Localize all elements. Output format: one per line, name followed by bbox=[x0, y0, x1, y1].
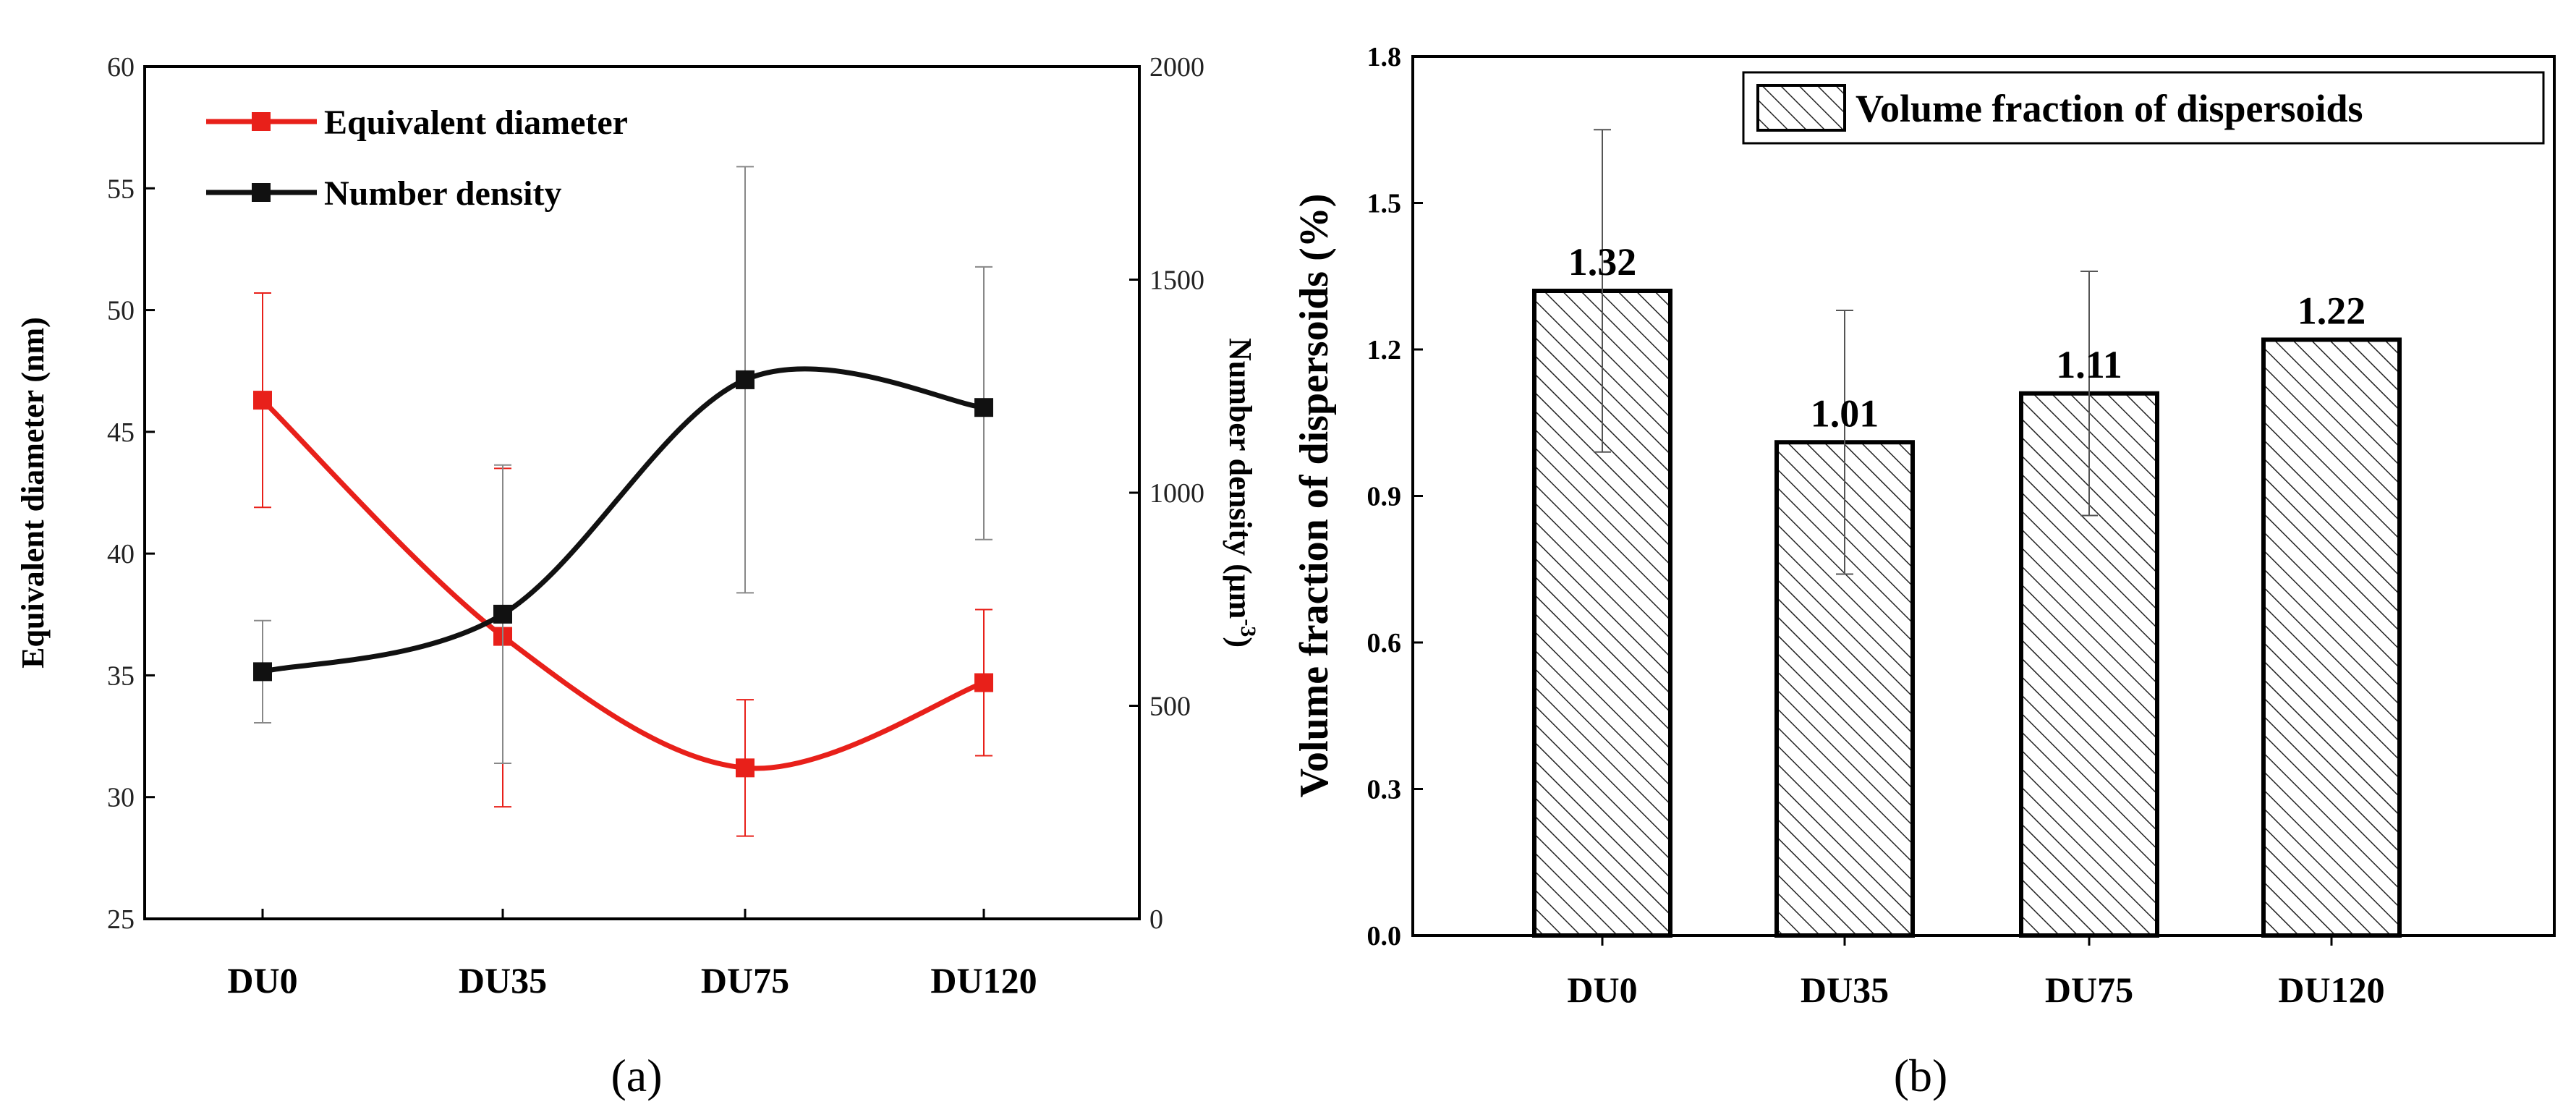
panel-b-y-tick-label: 0.0 bbox=[1367, 921, 1402, 951]
panel-b-y-tick-label: 0.3 bbox=[1367, 775, 1402, 805]
panel-a-x-tick-label: DU75 bbox=[701, 960, 789, 1001]
panel-a-x-tick-label: DU35 bbox=[459, 960, 547, 1001]
equivalent-diameter-point bbox=[974, 673, 993, 692]
volume-fraction-value-label: 1.11 bbox=[2056, 343, 2122, 386]
volume-fraction-value-label: 1.32 bbox=[1568, 240, 1637, 284]
panel-a-y2-axis-label: Number density (μm-3) bbox=[1223, 338, 1261, 648]
panel-b-x-tick-label: DU0 bbox=[1567, 970, 1637, 1010]
panel-a-y-tick-label: 60 bbox=[107, 52, 135, 82]
volume-fraction-value-label: 1.01 bbox=[1811, 391, 1879, 435]
equivalent-diameter-point bbox=[736, 758, 754, 778]
legend-label-volume-fraction: Volume fraction of dispersoids bbox=[1856, 87, 2363, 130]
panel-a-y-axis-label: Equivalent diameter (nm) bbox=[15, 317, 51, 669]
volume-fraction-value-label: 1.22 bbox=[2297, 289, 2366, 333]
panel-b-legend: Volume fraction of dispersoids bbox=[1742, 71, 2545, 145]
panel-a-y2-tick-label: 1500 bbox=[1149, 266, 1204, 296]
panel-a-x-tick-label: DU0 bbox=[227, 960, 297, 1001]
panel-b-label: (b) bbox=[1894, 1050, 1948, 1101]
panel-b-y-tick-label: 1.8 bbox=[1367, 42, 1402, 72]
panel-b-y-tick-label: 1.2 bbox=[1367, 335, 1402, 365]
panel-b-x-tick-label: DU75 bbox=[2045, 970, 2133, 1010]
panel-a-y-tick-label: 30 bbox=[107, 783, 135, 813]
number-density-point bbox=[253, 662, 272, 682]
panel-b-legend-frame bbox=[1742, 71, 2545, 145]
panel-a-legend: Equivalent diameter Number density bbox=[206, 103, 628, 213]
number-density-point bbox=[493, 604, 512, 624]
number-density-point bbox=[736, 370, 754, 389]
panel-a-y-tick-label: 45 bbox=[107, 417, 135, 448]
equivalent-diameter-line bbox=[260, 398, 985, 771]
panel-a-right-ticks: 0 500 1000 1500 2000 bbox=[1129, 52, 1204, 935]
legend-marker-equivalent-diameter bbox=[252, 112, 271, 131]
volume-fraction-bar bbox=[2261, 337, 2402, 938]
panel-b-x-ticks: DU0 DU35 DU75 DU120 bbox=[1567, 936, 2385, 1010]
panel-a-y2-tick-label: 0 bbox=[1149, 904, 1163, 935]
panel-a-y2-tick-label: 2000 bbox=[1149, 52, 1204, 82]
panel-a-label: (a) bbox=[611, 1050, 662, 1101]
panel-a-y-tick-label: 25 bbox=[107, 904, 135, 935]
panel-b-x-tick-label: DU120 bbox=[2278, 970, 2384, 1010]
number-density-line bbox=[262, 366, 985, 674]
panel-b-y-axis-label: Volume fraction of dispersoids (%) bbox=[1292, 194, 1337, 798]
panel-a-y2-tick-label: 500 bbox=[1149, 692, 1191, 722]
panel-b-y-tick-label: 0.6 bbox=[1367, 628, 1402, 658]
panel-a-left-ticks: 25 30 35 40 45 50 55 60 bbox=[107, 52, 155, 935]
panel-b-y-tick-label: 0.9 bbox=[1367, 482, 1402, 512]
number-density-point bbox=[974, 398, 993, 417]
panel-a-y-tick-label: 35 bbox=[107, 661, 135, 691]
panel-b-y-ticks: 0.0 0.3 0.6 0.9 1.2 1.5 1.8 bbox=[1367, 42, 1423, 951]
panel-a-y-tick-label: 50 bbox=[107, 296, 135, 326]
panel-a-y2-axis-label-sup: -3 bbox=[1237, 619, 1261, 637]
panel-b-bars: 1.32 1.01 1.11 1.22 bbox=[1532, 129, 2402, 938]
panel-a-series bbox=[253, 166, 993, 837]
panel-a-x-ticks: DU0 DU35 DU75 DU120 bbox=[227, 909, 1037, 1001]
panel-b-chart: 0.0 0.3 0.6 0.9 1.2 1.5 1.8 DU0 DU35 DU75 DU120 1… bbox=[1292, 42, 2556, 1101]
panel-a-x-tick-label: DU120 bbox=[930, 960, 1037, 1001]
panel-a-chart: 25 30 35 40 45 50 55 60 0 500 1000 1500 2000 DU0 DU3… bbox=[15, 52, 1261, 1101]
panel-a-y-tick-label: 40 bbox=[107, 539, 135, 569]
panel-a-y-tick-label: 55 bbox=[107, 174, 135, 204]
panel-b-y-tick-label: 1.5 bbox=[1367, 189, 1402, 219]
legend-swatch-volume-fraction bbox=[1756, 84, 1846, 132]
legend-marker-number-density bbox=[252, 183, 271, 202]
equivalent-diameter-point bbox=[253, 391, 272, 410]
legend-label-equivalent-diameter: Equivalent diameter bbox=[324, 103, 628, 142]
legend-label-number-density: Number density bbox=[324, 174, 561, 213]
panel-a-y2-tick-label: 1000 bbox=[1149, 478, 1204, 509]
panel-b-x-tick-label: DU35 bbox=[1801, 970, 1889, 1010]
